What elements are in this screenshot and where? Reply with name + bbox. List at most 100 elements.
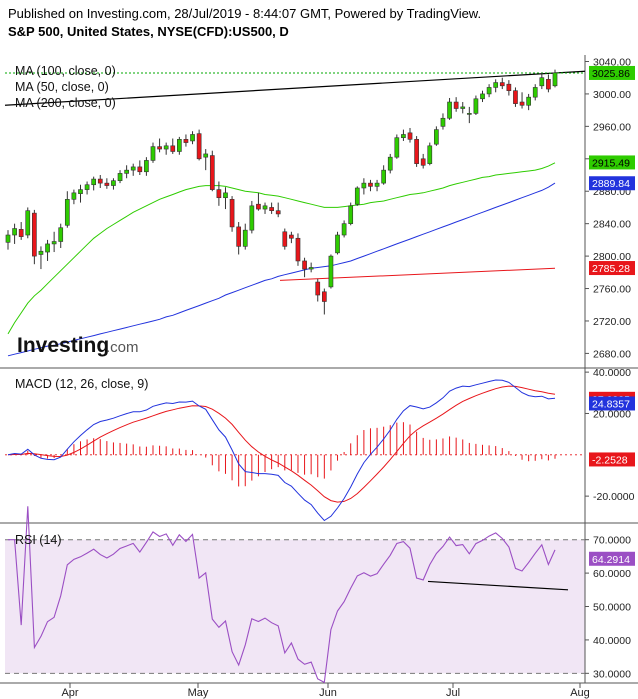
macd-signal-line xyxy=(7,385,556,503)
candle-up xyxy=(394,137,400,158)
candle-down xyxy=(236,226,242,247)
candle-down xyxy=(302,260,307,270)
investing-logo: Investing xyxy=(17,334,109,357)
rsi-tick-label: 30.0000 xyxy=(593,668,631,680)
candle-up xyxy=(150,146,156,161)
time-tick-label: Jun xyxy=(319,687,337,699)
candle-down xyxy=(414,139,419,164)
candle-down xyxy=(97,178,103,184)
candle-up xyxy=(203,153,209,158)
candle-up xyxy=(348,205,354,224)
candle-down xyxy=(216,189,222,199)
legend-entry: MA (100, close, 0) xyxy=(15,64,116,78)
ma50-price-label: 2915.49 xyxy=(592,157,630,169)
rsi-trendline xyxy=(427,580,569,591)
last-price-label-box xyxy=(589,65,635,80)
candle-up xyxy=(493,82,499,88)
ma50-line xyxy=(7,162,556,335)
candle-up xyxy=(374,182,380,187)
candle-down xyxy=(18,229,24,237)
candle-down xyxy=(269,207,274,211)
macd-price-label-box xyxy=(589,396,635,411)
candle-down xyxy=(256,203,261,210)
candle-up xyxy=(387,156,393,171)
time-tick-label: Aug xyxy=(570,687,590,699)
time-tick-label: Apr xyxy=(61,687,78,699)
candle-up xyxy=(539,77,545,87)
candle-up xyxy=(427,145,433,164)
candle-down xyxy=(289,234,294,239)
rsi-tick-label: 50.0000 xyxy=(593,602,631,614)
candle-up xyxy=(117,173,123,181)
price-tick-label: 2800.00 xyxy=(593,251,631,263)
rsi-line xyxy=(8,506,556,684)
candle-down xyxy=(407,132,413,140)
candle-up xyxy=(473,98,479,114)
ma50-price-label-box xyxy=(589,155,635,170)
candle-up xyxy=(341,223,347,236)
time-tick-label: Jul xyxy=(446,687,460,699)
candle-up xyxy=(177,139,182,152)
candle-up xyxy=(45,243,50,253)
price-tick-label: 3000.00 xyxy=(593,89,631,101)
candle-down xyxy=(209,155,215,190)
rsi-tick-label: 40.0000 xyxy=(593,635,631,647)
ma100-price-label-box xyxy=(589,176,635,191)
rsi-price-label: 64.2914 xyxy=(592,554,630,566)
candle-down xyxy=(183,139,189,143)
price-tick-label: 2760.00 xyxy=(593,284,631,296)
ma200-price-label: 2785.28 xyxy=(592,263,630,275)
candle-up xyxy=(124,169,129,174)
candle-up xyxy=(460,106,466,109)
candle-down xyxy=(196,133,202,160)
price-tick-label: 2960.00 xyxy=(593,121,631,133)
candle-up xyxy=(328,255,334,288)
candle-down xyxy=(282,231,288,247)
macd-line xyxy=(7,379,556,522)
symbol-line: S&P 500, United States, NYSE(CFD):US500,… xyxy=(8,24,289,39)
time-tick-label: May xyxy=(188,687,209,699)
published-line: Published on Investing.com, 28/Jul/2019 … xyxy=(8,6,482,21)
candle-up xyxy=(78,189,83,194)
candle-up xyxy=(91,178,97,186)
macd-price-label: 24.8357 xyxy=(592,398,630,410)
macd-tick-label: 40.0000 xyxy=(593,367,631,379)
candle-up xyxy=(440,117,446,127)
chart-header: Published on Investing.com, 28/Jul/2019 … xyxy=(8,5,481,41)
candle-up xyxy=(25,210,31,236)
resistance-trendline xyxy=(4,70,586,106)
price-tick-label: 2680.00 xyxy=(593,348,631,360)
legend-entry: MA (200, close, 0) xyxy=(15,96,116,110)
candle-up xyxy=(242,229,248,247)
candle-down xyxy=(321,291,327,302)
candle-up xyxy=(354,187,360,205)
candle-down xyxy=(546,79,551,90)
candle-up xyxy=(144,160,149,173)
candle-up xyxy=(532,87,538,98)
candle-down xyxy=(137,166,143,173)
ma200-line xyxy=(279,267,556,281)
candle-up xyxy=(552,72,558,87)
candle-up xyxy=(401,134,406,139)
rsi-band xyxy=(5,539,585,674)
rsi-tick-label: 60.0000 xyxy=(593,568,631,580)
candle-down xyxy=(420,158,426,166)
candle-up xyxy=(5,234,11,243)
candle-up xyxy=(335,234,340,254)
candle-down xyxy=(32,212,37,257)
candle-up xyxy=(526,96,531,106)
candle-up xyxy=(308,267,314,270)
macd-histogram-price-label: -2.2528 xyxy=(592,454,628,466)
candle-down xyxy=(368,182,373,187)
candle-down xyxy=(513,90,518,104)
candle-down xyxy=(453,101,459,109)
candle-up xyxy=(447,101,452,119)
ma200-price-label-box xyxy=(589,261,635,276)
candle-down xyxy=(295,237,301,262)
candle-up xyxy=(71,192,77,200)
candle-down xyxy=(157,146,162,150)
candle-down xyxy=(506,83,512,91)
candle-up xyxy=(84,184,90,190)
candle-up xyxy=(480,93,485,100)
